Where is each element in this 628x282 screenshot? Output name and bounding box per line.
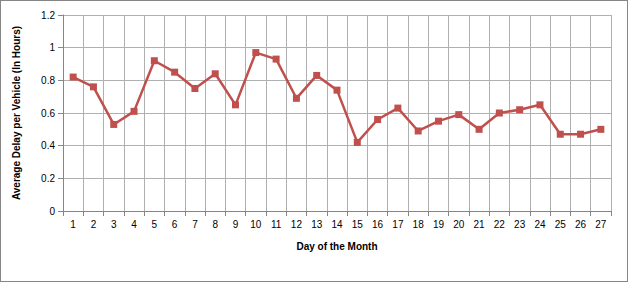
svg-text:11: 11 xyxy=(271,219,282,230)
svg-text:26: 26 xyxy=(575,219,587,230)
svg-text:19: 19 xyxy=(433,219,445,230)
svg-text:15: 15 xyxy=(352,219,364,230)
svg-text:3: 3 xyxy=(111,219,117,230)
svg-text:27: 27 xyxy=(595,219,607,230)
svg-text:14: 14 xyxy=(331,219,343,230)
svg-text:5: 5 xyxy=(152,219,158,230)
svg-text:18: 18 xyxy=(413,219,425,230)
svg-text:6: 6 xyxy=(172,219,178,230)
svg-text:23: 23 xyxy=(514,219,526,230)
svg-text:0.6: 0.6 xyxy=(41,108,55,119)
svg-text:20: 20 xyxy=(453,219,465,230)
svg-text:1.2: 1.2 xyxy=(41,10,55,21)
svg-text:12: 12 xyxy=(291,219,303,230)
svg-text:16: 16 xyxy=(372,219,384,230)
svg-text:10: 10 xyxy=(250,219,262,230)
svg-text:2: 2 xyxy=(91,219,97,230)
svg-text:17: 17 xyxy=(392,219,404,230)
svg-text:0: 0 xyxy=(49,206,55,217)
svg-text:25: 25 xyxy=(555,219,567,230)
svg-text:Average Delay per Vehicle (In: Average Delay per Vehicle (In Hours) xyxy=(11,26,22,200)
svg-text:8: 8 xyxy=(212,219,218,230)
svg-text:24: 24 xyxy=(534,219,546,230)
svg-text:22: 22 xyxy=(494,219,506,230)
svg-text:9: 9 xyxy=(233,219,239,230)
svg-text:1: 1 xyxy=(70,219,76,230)
svg-text:7: 7 xyxy=(192,219,198,230)
svg-text:0.4: 0.4 xyxy=(41,140,55,151)
svg-text:21: 21 xyxy=(474,219,486,230)
svg-text:0.8: 0.8 xyxy=(41,75,55,86)
svg-text:4: 4 xyxy=(131,219,137,230)
svg-text:1: 1 xyxy=(49,42,55,53)
svg-text:13: 13 xyxy=(311,219,323,230)
svg-text:Day of the Month: Day of the Month xyxy=(296,241,377,252)
svg-text:0.2: 0.2 xyxy=(41,173,55,184)
